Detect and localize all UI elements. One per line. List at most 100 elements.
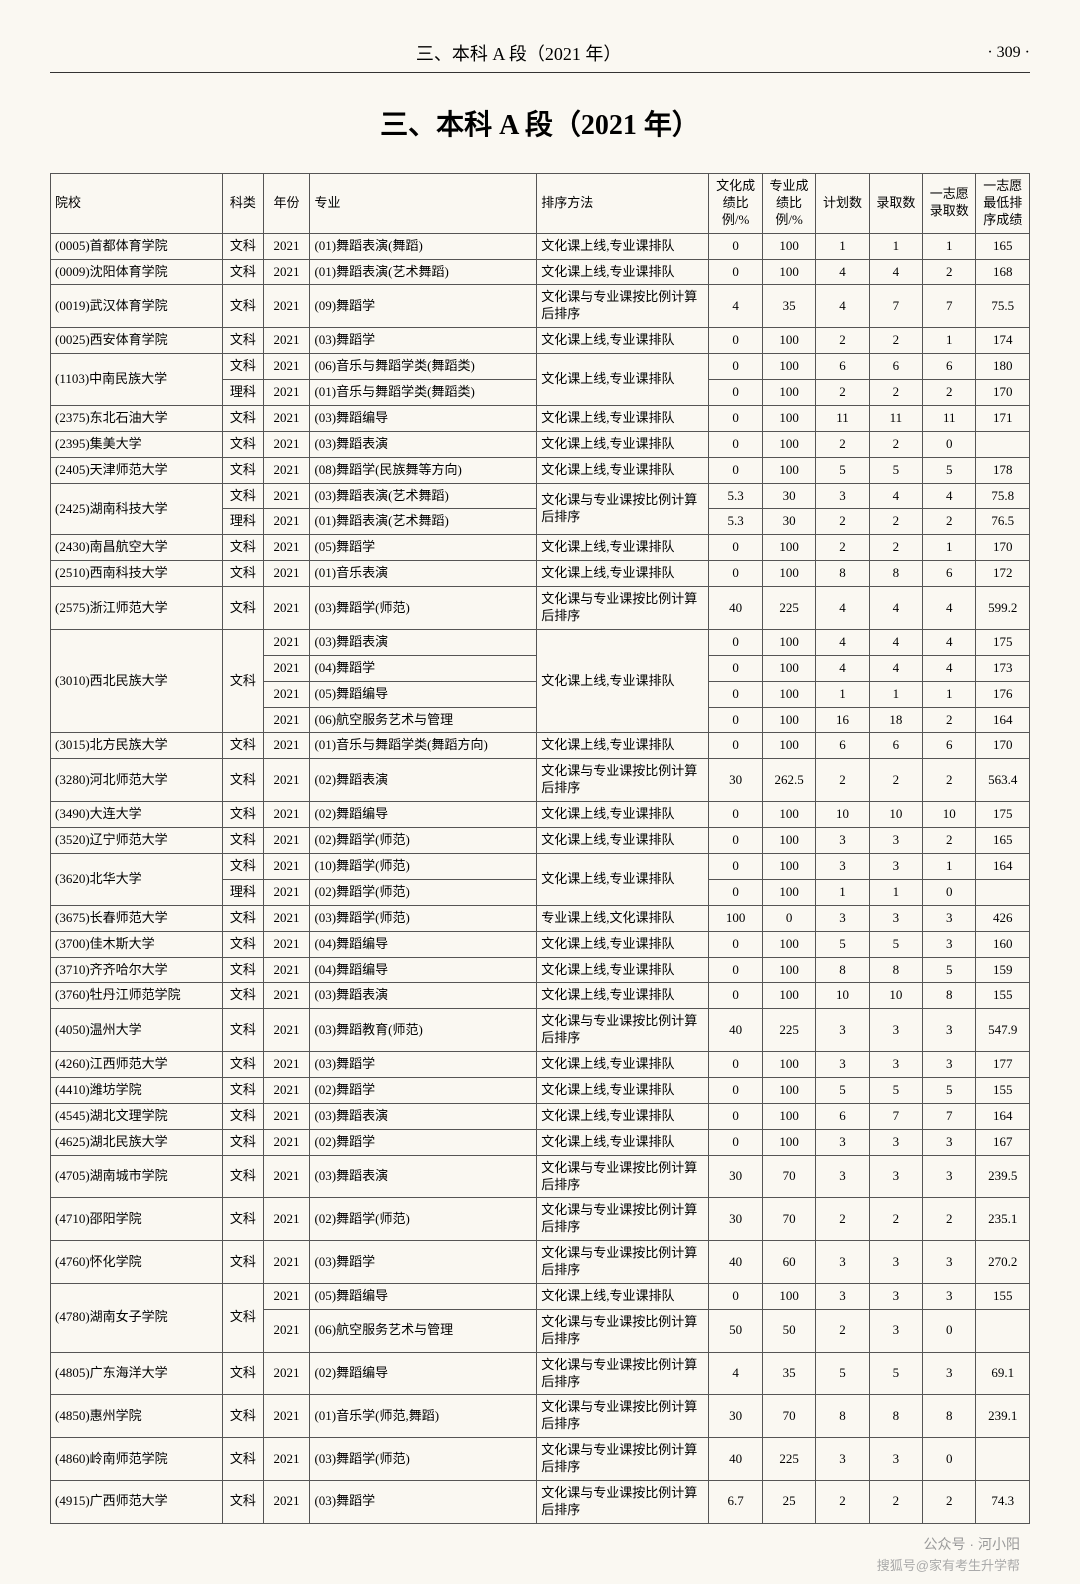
cell-c6: 167: [976, 1129, 1030, 1155]
cell-c5: 7: [923, 285, 976, 328]
cell-c5: 1: [923, 853, 976, 879]
cell-c5: 3: [923, 931, 976, 957]
table-row: (4860)岭南师范学院文科2021(03)舞蹈学(师范)文化课与专业课按比例计…: [51, 1438, 1030, 1481]
cell-major: (04)舞蹈编导: [310, 957, 537, 983]
cell-major: (03)舞蹈表演: [310, 983, 537, 1009]
cell-major: (03)舞蹈学(师范): [310, 1438, 537, 1481]
table-row: (2430)南昌航空大学文科2021(05)舞蹈学文化课上线,专业课排队0100…: [51, 535, 1030, 561]
cell-c5: 3: [923, 1052, 976, 1078]
cell-c4: 8: [869, 1395, 922, 1438]
cell-major: (01)音乐与舞蹈学类(舞蹈方向): [310, 733, 537, 759]
cell-sort: 文化课上线,专业课排队: [537, 259, 709, 285]
cell-c2: 100: [762, 561, 815, 587]
cell-c2: 70: [762, 1198, 815, 1241]
cell-major: (05)舞蹈编导: [310, 1283, 537, 1309]
cell-c5: 6: [923, 733, 976, 759]
cell-c4: 2: [869, 509, 922, 535]
cell-ke: 理科: [223, 380, 263, 406]
cell-c2: 100: [762, 354, 815, 380]
cell-major: (01)音乐与舞蹈学类(舞蹈类): [310, 380, 537, 406]
cell-c1: 0: [709, 328, 762, 354]
cell-c6: 170: [976, 733, 1030, 759]
cell-c1: 0: [709, 1129, 762, 1155]
cell-c2: 50: [762, 1309, 815, 1352]
cell-c3: 3: [816, 905, 869, 931]
cell-c4: 3: [869, 853, 922, 879]
cell-c1: 50: [709, 1309, 762, 1352]
table-row: (2405)天津师范大学文科2021(08)舞蹈学(民族舞等方向)文化课上线,专…: [51, 457, 1030, 483]
col-major: 专业: [310, 174, 537, 234]
table-row: (4760)怀化学院文科2021(03)舞蹈学文化课与专业课按比例计算后排序40…: [51, 1241, 1030, 1284]
cell-ke: 理科: [223, 879, 263, 905]
cell-c2: 100: [762, 931, 815, 957]
cell-school: (3490)大连大学: [51, 802, 223, 828]
cell-ke: 文科: [223, 1129, 263, 1155]
cell-c3: 3: [816, 483, 869, 509]
cell-ke: 文科: [223, 1283, 263, 1352]
cell-school: (3015)北方民族大学: [51, 733, 223, 759]
cell-ke: 文科: [223, 1352, 263, 1395]
cell-c1: 0: [709, 431, 762, 457]
cell-c6: 170: [976, 535, 1030, 561]
cell-major: (02)舞蹈学: [310, 1129, 537, 1155]
cell-school: (2395)集美大学: [51, 431, 223, 457]
cell-c4: 1: [869, 681, 922, 707]
cell-c6: 547.9: [976, 1009, 1030, 1052]
cell-c1: 0: [709, 879, 762, 905]
cell-c1: 0: [709, 354, 762, 380]
cell-ke: 文科: [223, 853, 263, 879]
cell-c3: 3: [816, 1009, 869, 1052]
cell-c1: 0: [709, 983, 762, 1009]
cell-year: 2021: [263, 1077, 310, 1103]
cell-c3: 11: [816, 405, 869, 431]
cell-school: (4260)江西师范大学: [51, 1052, 223, 1078]
cell-year: 2021: [263, 629, 310, 655]
cell-major: (03)舞蹈编导: [310, 405, 537, 431]
cell-major: (02)舞蹈学(师范): [310, 828, 537, 854]
cell-c1: 0: [709, 629, 762, 655]
cell-c2: 100: [762, 380, 815, 406]
cell-sort: 文化课与专业课按比例计算后排序: [537, 1395, 709, 1438]
cell-ke: 文科: [223, 457, 263, 483]
cell-sort: 文化课上线,专业课排队: [537, 328, 709, 354]
cell-c2: 100: [762, 259, 815, 285]
cell-c3: 2: [816, 328, 869, 354]
cell-sort: 文化课与专业课按比例计算后排序: [537, 1309, 709, 1352]
cell-year: 2021: [263, 931, 310, 957]
cell-c3: 4: [816, 629, 869, 655]
cell-c5: 4: [923, 655, 976, 681]
cell-c6: [976, 1438, 1030, 1481]
cell-school: (4710)邵阳学院: [51, 1198, 223, 1241]
cell-c3: 3: [816, 853, 869, 879]
cell-year: 2021: [263, 853, 310, 879]
cell-c6: 174: [976, 328, 1030, 354]
cell-ke: 理科: [223, 509, 263, 535]
cell-ke: 文科: [223, 233, 263, 259]
cell-major: (04)舞蹈学: [310, 655, 537, 681]
cell-sort: 文化课与专业课按比例计算后排序: [537, 1198, 709, 1241]
cell-sort: 文化课上线,专业课排队: [537, 828, 709, 854]
table-row: (4850)惠州学院文科2021(01)音乐学(师范,舞蹈)文化课与专业课按比例…: [51, 1395, 1030, 1438]
watermark-2: 搜狐号@家有考生升学帮: [877, 1555, 1020, 1574]
cell-major: (03)舞蹈表演: [310, 1103, 537, 1129]
cell-ke: 文科: [223, 1438, 263, 1481]
cell-year: 2021: [263, 285, 310, 328]
cell-c2: 0: [762, 905, 815, 931]
cell-c2: 35: [762, 285, 815, 328]
cell-c4: 3: [869, 1009, 922, 1052]
table-row: (0025)西安体育学院文科2021(03)舞蹈学文化课上线,专业课排队0100…: [51, 328, 1030, 354]
cell-c1: 0: [709, 259, 762, 285]
cell-c4: 3: [869, 1241, 922, 1284]
cell-major: (03)舞蹈表演: [310, 1155, 537, 1198]
cell-major: (01)舞蹈表演(艺术舞蹈): [310, 509, 537, 535]
data-table: 院校 科类 年份 专业 排序方法 文化成绩比例/% 专业成绩比例/% 计划数 录…: [50, 173, 1030, 1524]
cell-school: (0005)首都体育学院: [51, 233, 223, 259]
cell-ke: 文科: [223, 983, 263, 1009]
cell-c4: 3: [869, 1052, 922, 1078]
cell-c6: 172: [976, 561, 1030, 587]
cell-sort: 文化课上线,专业课排队: [537, 802, 709, 828]
cell-c2: 100: [762, 707, 815, 733]
cell-major: (03)舞蹈表演(艺术舞蹈): [310, 483, 537, 509]
cell-c4: 3: [869, 1309, 922, 1352]
table-row: (3280)河北师范大学文科2021(02)舞蹈表演文化课与专业课按比例计算后排…: [51, 759, 1030, 802]
